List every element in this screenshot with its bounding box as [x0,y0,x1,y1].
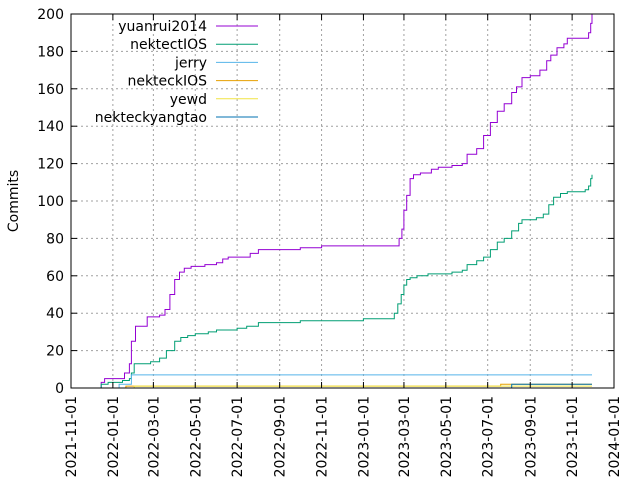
grid-lines [71,14,614,388]
legend-label: jerry [174,55,207,71]
x-tick-label: 2022-03-01 [146,396,162,477]
legend-label: yuanrui2014 [118,19,207,35]
x-tick-label: 2022-11-01 [315,396,331,477]
y-axis-title: Commits [6,170,22,232]
y-tick-label: 20 [46,344,64,360]
y-tick-label: 180 [37,44,64,60]
y-tick-label: 140 [37,119,64,135]
y-tick-label: 0 [55,381,64,397]
y-tick-label: 100 [37,194,64,210]
x-tick-label: 2021-11-01 [64,396,80,477]
y-tick-label: 200 [37,7,64,23]
legend-label: nekteckIOS [127,74,207,90]
x-tick-label: 2023-09-01 [523,396,539,477]
series-line-nektectios [97,174,593,389]
y-tick-label: 160 [37,82,64,98]
x-tick-label: 2022-05-01 [188,396,204,477]
x-tick-label: 2022-07-01 [230,396,246,477]
x-tick-label: 2023-03-01 [397,396,413,477]
x-tick-label: 2024-01-01 [607,396,623,477]
legend-label: nekteckyangtao [95,110,207,126]
legend-label: nektectIOS [130,37,207,53]
series-line-yuanrui2014 [97,14,593,389]
x-tick-label: 2023-01-01 [356,396,372,477]
legend-label: yewd [170,92,207,108]
y-tick-label: 60 [46,269,64,285]
legend: yuanrui2014 nektectIOS jerry nekteckIOS yewd… [95,19,258,126]
y-tick-label: 80 [46,231,64,247]
x-tick-label: 2023-05-01 [439,396,455,477]
x-tick-label: 2022-01-01 [106,396,122,477]
x-tick-label: 2022-09-01 [273,396,289,477]
x-tick-label: 2023-07-01 [481,396,497,477]
y-tick-label: 120 [37,157,64,173]
y-tick-label: 40 [46,306,64,322]
y-axis: 0 20 40 60 80 100 120 140 160 180 200 [37,7,614,397]
x-axis: 2021-11-01 2022-01-01 2022-03-01 2022-05-01… [64,14,623,477]
x-tick-label: 2023-11-01 [565,396,581,477]
